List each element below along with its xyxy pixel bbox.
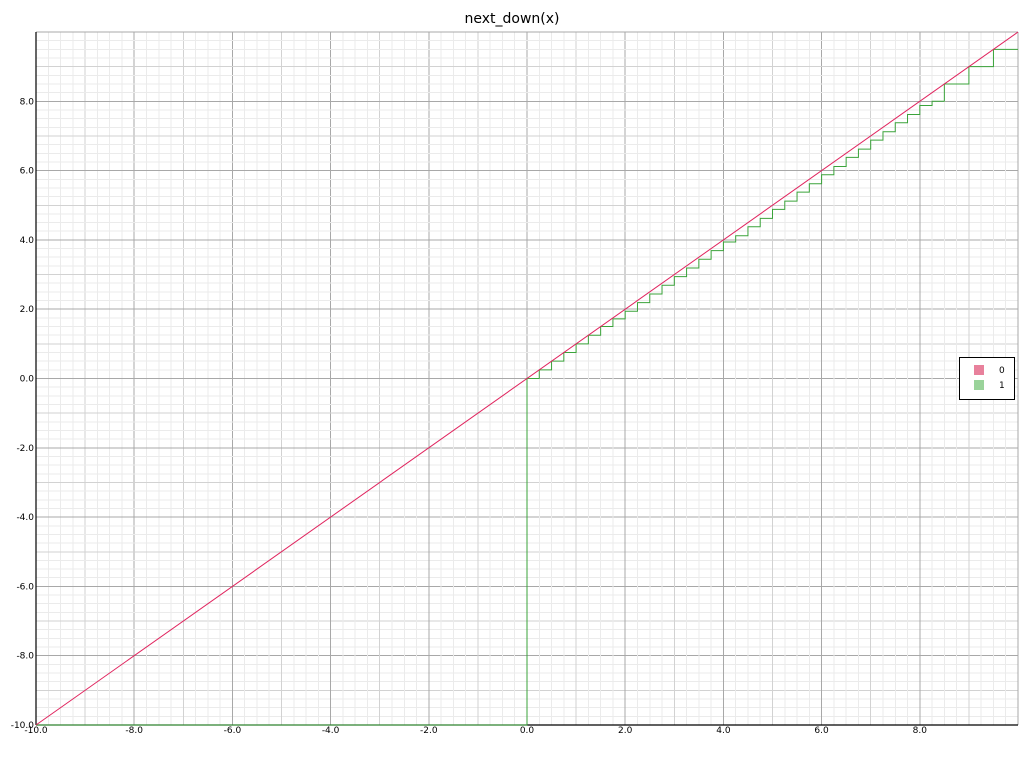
series-lines: [35, 31, 1019, 726]
y-tick-label: 8.0: [20, 97, 35, 107]
legend-box: [959, 357, 1015, 400]
x-tick-label: 6.0: [814, 726, 829, 736]
chart-title: next_down(x): [465, 11, 560, 27]
x-tick-label: -8.0: [125, 726, 143, 736]
y-tick-label: -2.0: [16, 444, 34, 454]
tick-labels: -10.0 -8.0 -6.0 -4.0 -2.0 0.0 2.0 4.0 6.0 8.0 -10.…: [11, 97, 928, 736]
x-tick-label: 4.0: [716, 726, 731, 736]
legend-label-0: 0: [999, 366, 1005, 376]
grid-lines: [35, 31, 1019, 726]
x-tick-label: -4.0: [322, 726, 340, 736]
x-tick-label: -10.0: [24, 726, 48, 736]
y-tick-label: -4.0: [16, 513, 34, 523]
legend: 01: [959, 357, 1015, 400]
x-tick-label: -2.0: [420, 726, 438, 736]
x-tick-label: 0.0: [520, 726, 535, 736]
y-tick-label: 0.0: [20, 375, 35, 385]
y-tick-label: 2.0: [20, 305, 35, 315]
y-tick-label: -8.0: [16, 652, 34, 662]
y-tick-label: 4.0: [20, 236, 35, 246]
y-tick-label: -10.0: [11, 721, 35, 731]
y-tick-label: 6.0: [20, 167, 35, 177]
series-1-line: [36, 48, 1018, 726]
x-tick-label: -6.0: [224, 726, 242, 736]
legend-swatch-0: [974, 365, 984, 375]
legend-label-1: 1: [999, 381, 1005, 391]
legend-swatch-1: [974, 380, 984, 390]
series-0-line: [35, 31, 1019, 726]
x-tick-label: 2.0: [618, 726, 633, 736]
y-tick-label: -6.0: [16, 582, 34, 592]
x-tick-label: 8.0: [913, 726, 928, 736]
